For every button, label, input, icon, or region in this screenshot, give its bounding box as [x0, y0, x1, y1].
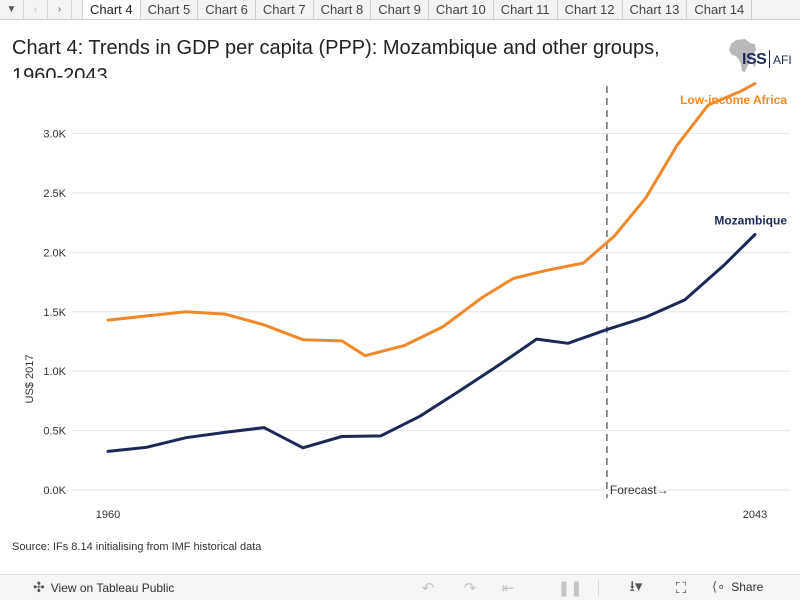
tab-chart-6[interactable]: Chart 6: [198, 0, 256, 19]
toolbar-divider: [598, 580, 599, 596]
tab-list: Chart 4 Chart 5 Chart 6 Chart 7 Chart 8 Chart…: [82, 0, 753, 19]
source-note: Source: IFs 8.14 initialising from IMF h…: [12, 541, 262, 553]
iss-africa-logo: ISS AFI: [726, 38, 794, 76]
tab-chart-14[interactable]: Chart 14: [687, 0, 753, 19]
chart-series: [106, 82, 757, 453]
tab-chart-7[interactable]: Chart 7: [255, 0, 314, 19]
download-icon[interactable]: ⭳▾: [629, 577, 643, 595]
logo-divider: [769, 50, 770, 68]
tableau-logo-icon: ✣: [33, 579, 45, 595]
y-tick-label: 1.5K: [43, 307, 66, 319]
redo-icon[interactable]: ↷: [463, 580, 477, 597]
y-tick-label: 2.0K: [43, 247, 66, 259]
tab-chart-10[interactable]: Chart 10: [428, 0, 494, 19]
series-line-low-income-africa[interactable]: [106, 82, 757, 358]
tab-chart-13[interactable]: Chart 13: [622, 0, 688, 19]
y-tick-label: 0.0K: [43, 485, 66, 497]
tab-chart-9[interactable]: Chart 9: [371, 0, 429, 19]
series-label-low-income-africa: Low-income Africa: [680, 93, 787, 107]
bottom-toolbar: ✣ View on Tableau Public ↶ ↷ ⇤ ❚❚ ⭳▾ ⛶ ⟨…: [0, 574, 800, 600]
series-label-mozambique: Mozambique: [714, 214, 787, 228]
tab-chart-11[interactable]: Chart 11: [493, 0, 558, 19]
tab-bar: ▼ ‹ › Chart 4 Chart 5 Chart 6 Chart 7 Chart …: [0, 0, 800, 20]
x-tick-label: 2043: [743, 509, 767, 521]
undo-icon[interactable]: ↶: [421, 580, 435, 597]
pause-icon[interactable]: ❚❚: [557, 580, 583, 597]
logo-suffix: AFI: [773, 53, 792, 67]
y-tick-label: 2.5K: [43, 188, 66, 200]
tab-next-chevron-right-icon[interactable]: ›: [48, 0, 72, 19]
tab-menu-chevron-down-icon[interactable]: ▼: [0, 0, 24, 19]
chart-title: Chart 4: Trends in GDP per capita (PPP):…: [12, 37, 660, 78]
x-axis-ticks: 1960 2043: [96, 509, 767, 521]
y-tick-label: 0.5K: [43, 426, 66, 438]
forecast-label: Forecast→: [610, 483, 669, 497]
y-tick-label: 3.0K: [43, 129, 66, 141]
tab-chart-5[interactable]: Chart 5: [140, 0, 199, 19]
view-on-tableau-button[interactable]: ✣ View on Tableau Public: [33, 579, 174, 596]
logo-text: ISS: [742, 51, 767, 68]
share-icon: ⟨∘: [712, 579, 726, 594]
y-axis-label: US$ 2017: [24, 355, 36, 404]
fullscreen-icon[interactable]: ⛶: [675, 579, 687, 597]
series-labels: Low-income Africa Mozambique: [680, 93, 787, 228]
y-axis-ticks: 0.0K 0.5K 1.0K 1.5K 2.0K 2.5K 3.0K: [43, 129, 66, 497]
tab-chart-8[interactable]: Chart 8: [313, 0, 372, 19]
tab-chart-4[interactable]: Chart 4: [82, 0, 141, 19]
tab-prev-chevron-left-icon[interactable]: ‹: [24, 0, 48, 19]
tab-chart-12[interactable]: Chart 12: [557, 0, 623, 19]
series-line-mozambique[interactable]: [106, 233, 757, 453]
gdp-line-chart: 0.0K 0.5K 1.0K 1.5K 2.0K 2.5K 3.0K 1960 2043 US…: [24, 82, 790, 521]
share-button[interactable]: ⟨∘ Share: [712, 579, 763, 595]
share-label: Share: [731, 580, 764, 594]
revert-icon[interactable]: ⇤: [501, 580, 515, 597]
view-on-tableau-label: View on Tableau Public: [50, 580, 175, 595]
africa-map-icon: [729, 39, 756, 72]
y-tick-label: 1.0K: [43, 366, 66, 378]
x-tick-label: 1960: [96, 509, 120, 521]
